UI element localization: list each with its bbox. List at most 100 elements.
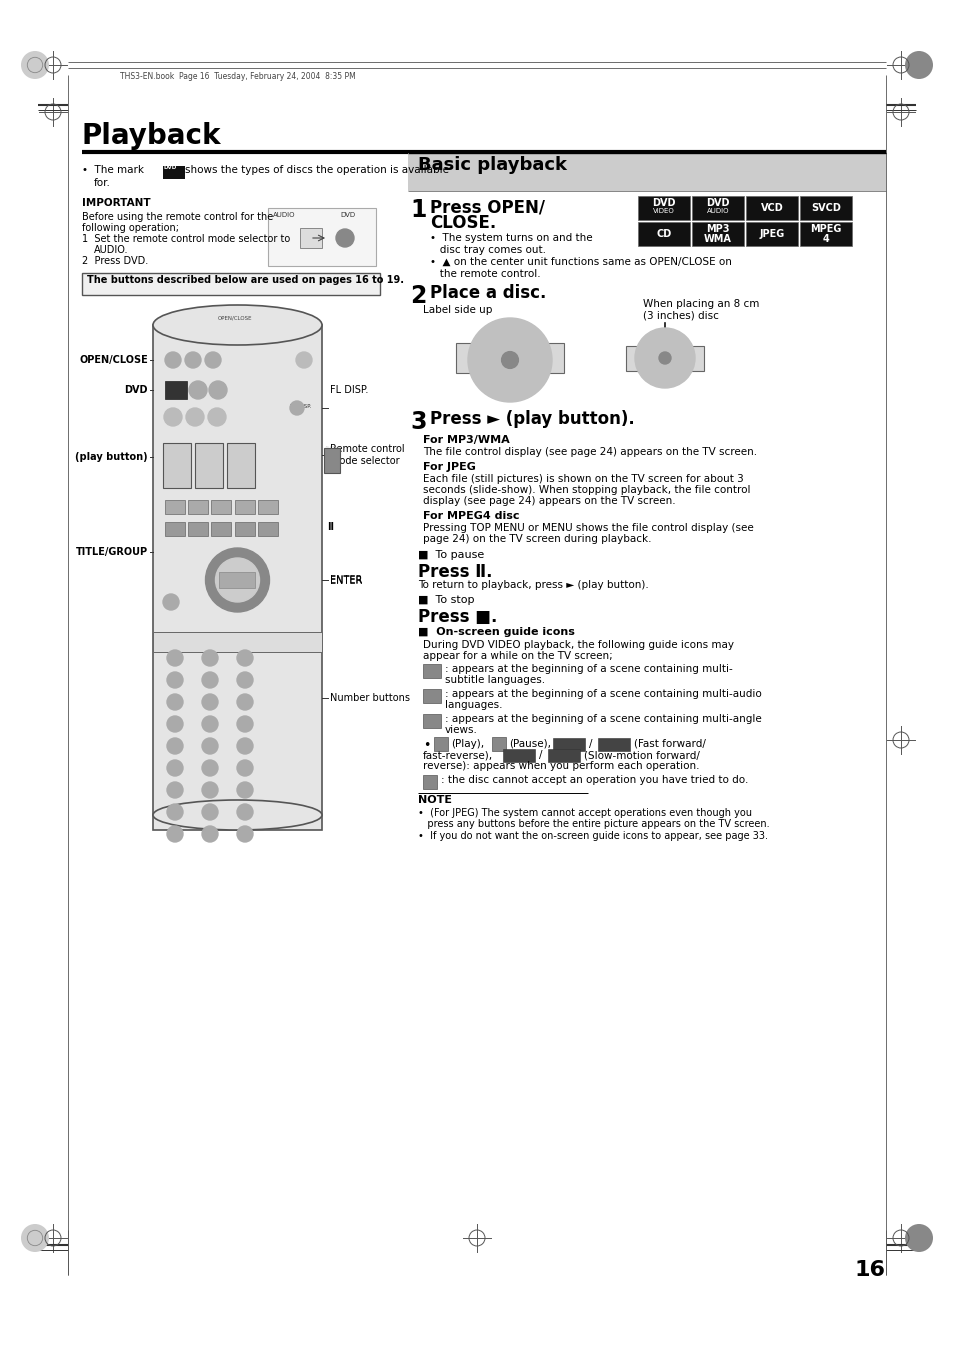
Text: disc tray comes out.: disc tray comes out.	[430, 245, 545, 255]
Circle shape	[202, 716, 218, 732]
Circle shape	[202, 694, 218, 711]
Circle shape	[904, 1224, 932, 1252]
Text: FL DISP.: FL DISP.	[330, 385, 368, 394]
Circle shape	[236, 738, 253, 754]
Text: During DVD VIDEO playback, the following guide icons may: During DVD VIDEO playback, the following…	[422, 640, 733, 650]
Text: VIDEO: VIDEO	[653, 208, 674, 213]
Text: views.: views.	[444, 725, 477, 735]
Text: DVD: DVD	[705, 199, 729, 208]
Circle shape	[236, 761, 253, 775]
Text: for.: for.	[94, 178, 111, 188]
Circle shape	[290, 401, 304, 415]
Circle shape	[167, 782, 183, 798]
Text: ENTER: ENTER	[227, 574, 245, 580]
Circle shape	[167, 694, 183, 711]
Text: 4: 4	[821, 234, 828, 245]
Text: (Pause),: (Pause),	[509, 739, 551, 748]
Ellipse shape	[152, 305, 322, 345]
Bar	[152, 632, 322, 653]
Text: Press Ⅱ.: Press Ⅱ.	[417, 563, 492, 581]
Text: AUDIO: AUDIO	[706, 208, 728, 213]
Circle shape	[236, 694, 253, 711]
Text: NOTE: NOTE	[417, 794, 452, 805]
Text: (Slow-motion forward/: (Slow-motion forward/	[583, 750, 700, 761]
Text: CD: CD	[656, 230, 671, 239]
Text: press any buttons before the entire picture appears on the TV screen.: press any buttons before the entire pict…	[417, 819, 769, 830]
Circle shape	[167, 804, 183, 820]
Circle shape	[202, 738, 218, 754]
Text: OPEN/CLOSE: OPEN/CLOSE	[79, 355, 148, 365]
Circle shape	[236, 825, 253, 842]
Text: MPEG: MPEG	[809, 224, 841, 234]
Text: seconds (slide-show). When stopping playback, the file control: seconds (slide-show). When stopping play…	[422, 485, 750, 494]
Circle shape	[164, 408, 182, 426]
Circle shape	[501, 351, 517, 369]
Circle shape	[202, 761, 218, 775]
Bar	[219, 571, 255, 588]
Bar	[82, 273, 379, 295]
Text: MP3: MP3	[705, 224, 729, 234]
Bar	[299, 228, 322, 249]
Circle shape	[209, 381, 227, 399]
Circle shape	[295, 353, 312, 367]
Bar	[456, 343, 563, 373]
Text: AUDIO: AUDIO	[273, 212, 295, 218]
Text: JPEG: JPEG	[759, 230, 783, 239]
Text: TITLE/GROUP: TITLE/GROUP	[76, 547, 148, 557]
Circle shape	[21, 1224, 49, 1252]
Bar	[691, 222, 743, 246]
Circle shape	[186, 408, 204, 426]
Circle shape	[904, 51, 932, 78]
Text: (play button): (play button)	[75, 453, 148, 462]
Text: Pressing TOP MENU or MENU shows the file control display (see: Pressing TOP MENU or MENU shows the file…	[422, 523, 753, 534]
Text: DVD: DVD	[125, 385, 148, 394]
Bar	[691, 196, 743, 220]
Text: ■  On-screen guide icons: ■ On-screen guide icons	[417, 627, 575, 638]
Text: (3 inches) disc: (3 inches) disc	[642, 311, 719, 322]
Text: fast-reverse),: fast-reverse),	[422, 750, 493, 761]
Bar	[257, 521, 277, 536]
Circle shape	[202, 825, 218, 842]
Text: : appears at the beginning of a scene containing multi-: : appears at the beginning of a scene co…	[444, 663, 732, 674]
Circle shape	[205, 353, 221, 367]
Text: Label side up: Label side up	[422, 305, 492, 315]
Circle shape	[335, 230, 354, 247]
Bar	[492, 738, 505, 751]
Circle shape	[635, 328, 695, 388]
Text: Each file (still pictures) is shown on the TV screen for about 3: Each file (still pictures) is shown on t…	[422, 474, 743, 484]
Text: For MPEG4 disc: For MPEG4 disc	[422, 511, 519, 521]
Bar	[163, 443, 191, 488]
Circle shape	[202, 650, 218, 666]
Text: 1  Set the remote control mode selector to: 1 Set the remote control mode selector t…	[82, 234, 290, 245]
Text: the remote control.: the remote control.	[430, 269, 540, 280]
Text: appear for a while on the TV screen;: appear for a while on the TV screen;	[422, 651, 612, 661]
Text: display (see page 24) appears on the TV screen.: display (see page 24) appears on the TV …	[422, 496, 675, 507]
Text: Press OPEN/: Press OPEN/	[430, 199, 544, 216]
Text: Press ■.: Press ■.	[417, 608, 497, 626]
Circle shape	[215, 558, 259, 603]
Text: Place a disc.: Place a disc.	[430, 284, 546, 303]
Bar	[324, 449, 339, 473]
Circle shape	[205, 549, 269, 612]
Text: •  (For JPEG) The system cannot accept operations even though you: • (For JPEG) The system cannot accept op…	[417, 808, 751, 817]
Bar	[598, 738, 629, 751]
Text: The file control display (see page 24) appears on the TV screen.: The file control display (see page 24) a…	[422, 447, 757, 457]
Circle shape	[236, 671, 253, 688]
Text: •  ▲ on the center unit functions same as OPEN/CLOSE on: • ▲ on the center unit functions same as…	[430, 257, 731, 267]
Bar	[434, 738, 448, 751]
Bar	[268, 208, 375, 266]
Text: following operation;: following operation;	[82, 223, 179, 232]
Text: : appears at the beginning of a scene containing multi-angle: : appears at the beginning of a scene co…	[444, 713, 760, 724]
Bar	[422, 713, 440, 728]
Text: DVD: DVD	[339, 212, 355, 218]
Text: Basic playback: Basic playback	[417, 155, 566, 174]
Text: languages.: languages.	[444, 700, 502, 711]
Text: 2: 2	[410, 284, 426, 308]
Text: reverse): appears when you perform each operation.: reverse): appears when you perform each …	[422, 761, 699, 771]
Text: Number buttons: Number buttons	[330, 693, 410, 703]
Bar	[234, 500, 254, 513]
Text: DVD: DVD	[652, 199, 675, 208]
Text: Playback: Playback	[82, 122, 221, 150]
Text: shows the types of discs the operation is available: shows the types of discs the operation i…	[185, 165, 449, 176]
Text: 2  Press DVD.: 2 Press DVD.	[82, 255, 148, 266]
